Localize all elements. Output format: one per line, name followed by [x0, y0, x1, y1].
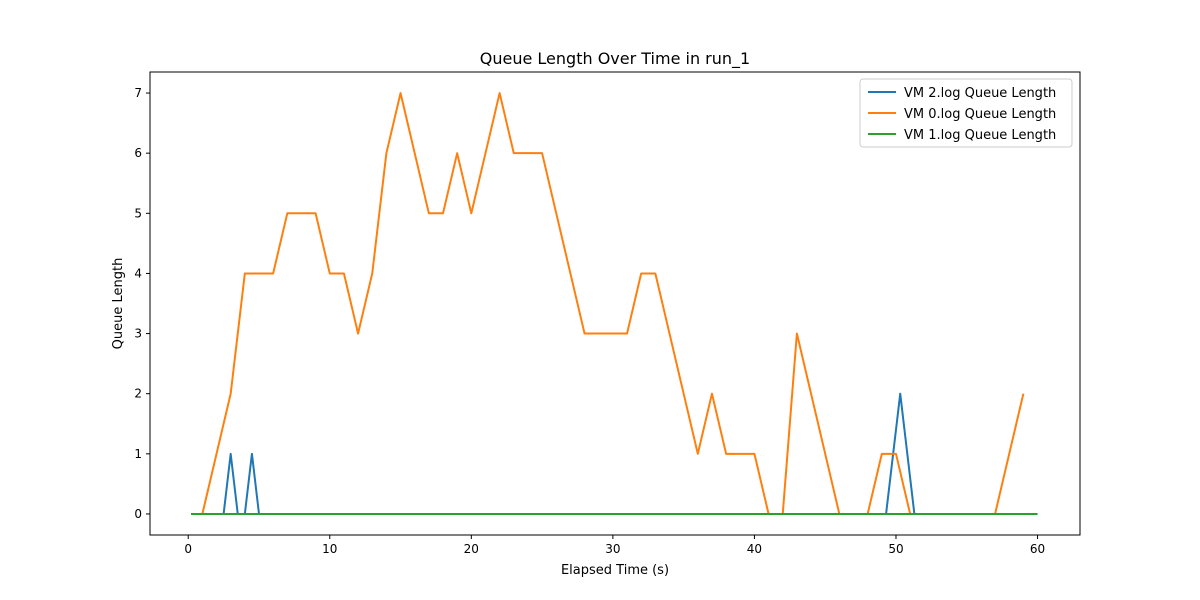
y-tick-label: 4 [134, 266, 142, 280]
x-tick-label: 40 [747, 542, 762, 556]
axes-layer: 0 10 20 30 40 50 60 0 1 2 3 4 5 6 7 [134, 71, 1081, 556]
x-axis-label: Elapsed Time (s) [561, 563, 669, 578]
legend-label-0: VM 2.log Queue Length [904, 86, 1056, 101]
axes-frame [149, 71, 1081, 536]
x-tick-label: 60 [1030, 542, 1045, 556]
x-tick-label: 30 [605, 542, 620, 556]
x-tick-label: 0 [184, 542, 192, 556]
legend-label-2: VM 1.log Queue Length [904, 128, 1056, 143]
plot-area [150, 72, 1080, 535]
chart-title: Queue Length Over Time in run_1 [480, 49, 750, 69]
legend-box [859, 78, 1073, 148]
y-tick-label: 2 [134, 387, 142, 401]
series-line-0 [191, 392, 1038, 515]
y-tick-label: 6 [134, 146, 142, 160]
y-tick-label: 5 [134, 206, 142, 220]
y-tick-label: 1 [134, 447, 142, 461]
x-tick-label: 20 [464, 542, 479, 556]
y-tick-label: 3 [134, 327, 142, 341]
y-axis-label: Queue Length [111, 258, 126, 350]
series-layer [191, 92, 1038, 515]
legend: VM 2.log Queue Length VM 0.log Queue Leng… [859, 78, 1073, 148]
x-tick-label: 50 [888, 542, 903, 556]
legend-label-1: VM 0.log Queue Length [904, 107, 1056, 122]
y-tick-label: 0 [134, 507, 142, 521]
y-tick-label: 7 [134, 86, 142, 100]
series-line-1 [201, 92, 1025, 515]
x-tick-label: 10 [322, 542, 337, 556]
